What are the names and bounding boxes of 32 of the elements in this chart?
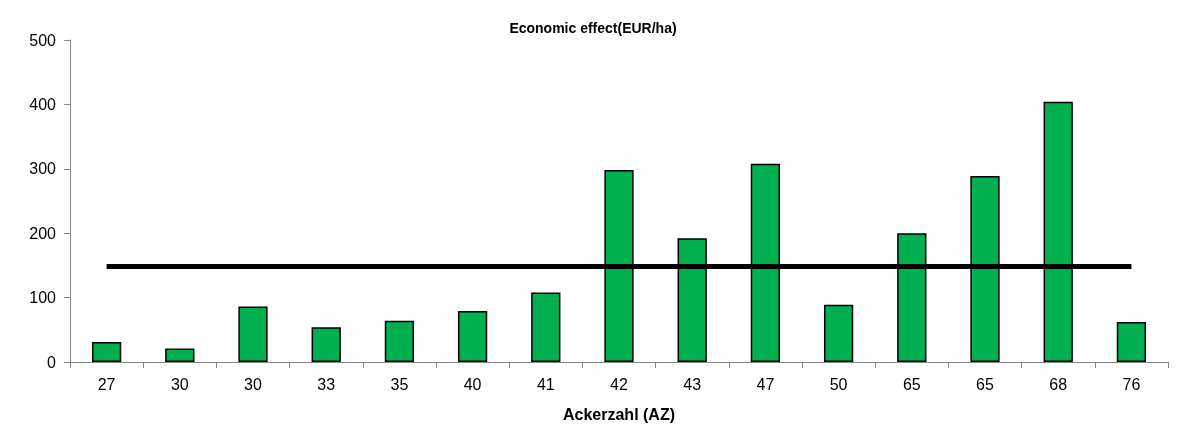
- y-tick-label: 0: [47, 353, 57, 371]
- bar: [238, 306, 268, 362]
- x-tick-label: 41: [536, 375, 555, 393]
- y-tick-label: 500: [29, 31, 57, 49]
- y-tick-label: 300: [29, 160, 57, 178]
- bar: [457, 311, 488, 362]
- chart-title: Economic effect(EUR/ha): [509, 20, 677, 36]
- bar: [91, 342, 122, 362]
- y-tick-label: 100: [29, 289, 57, 307]
- x-tick-label: 42: [610, 375, 628, 393]
- x-tick-label: 35: [390, 375, 409, 393]
- x-tick-label: 47: [756, 375, 775, 393]
- x-tick-label: 68: [1049, 375, 1068, 393]
- x-tick-label: 40: [463, 375, 482, 393]
- bar: [311, 327, 341, 362]
- x-tick-label: 50: [829, 375, 848, 393]
- x-tick-label: 43: [683, 375, 702, 393]
- bar: [384, 320, 415, 362]
- x-tick-label: 30: [170, 375, 189, 393]
- x-tick-label: 33: [317, 375, 336, 393]
- x-tick-label: 65: [976, 375, 994, 393]
- bar: [1116, 322, 1147, 362]
- x-tick-label: 76: [1122, 375, 1141, 393]
- bar: [531, 292, 561, 362]
- x-tick-label: 30: [244, 375, 262, 393]
- y-tick-label: 200: [29, 224, 57, 242]
- x-axis-title: Ackerzahl (AZ): [562, 405, 676, 423]
- bar: [823, 304, 854, 362]
- bar: [165, 348, 195, 362]
- y-tick-label: 400: [29, 95, 57, 113]
- x-tick-label: 27: [97, 375, 116, 393]
- x-tick-label: 65: [902, 375, 921, 393]
